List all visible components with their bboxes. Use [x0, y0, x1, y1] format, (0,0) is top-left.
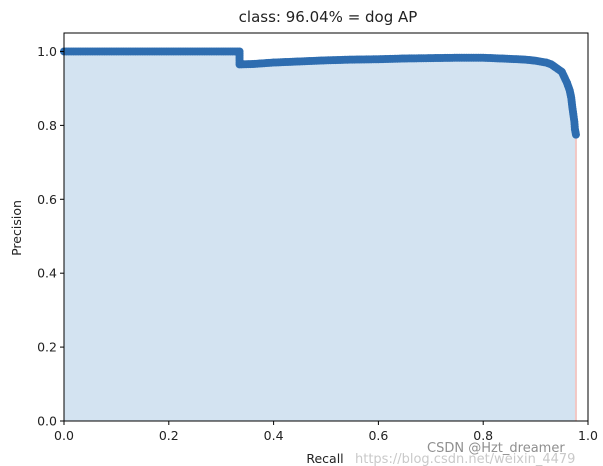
y-tick-label: 0.4: [37, 266, 57, 281]
pr-curve-marker: [571, 130, 580, 139]
plot-area: 0.0 0.2 0.4 0.6 0.8 1.0 0.0 0.2 0.4 0.6 0.8 1.0: [37, 32, 598, 443]
y-tick-label: 0.2: [37, 340, 57, 355]
x-tick-label: 1.0: [578, 428, 598, 443]
x-tick-label: 0.8: [473, 428, 493, 443]
y-tick-label: 0.6: [37, 192, 57, 207]
x-tick-label: 0.6: [368, 428, 388, 443]
y-tick-label: 1.0: [37, 44, 57, 59]
x-tick-label: 0.2: [159, 428, 179, 443]
x-tick-label: 0.0: [54, 428, 74, 443]
x-tick-label: 0.4: [264, 428, 284, 443]
axes-frame: [63, 32, 589, 422]
watermark-csdn: CSDN @Hzt_dreamer: [427, 441, 565, 456]
chart-title: class: 96.04% = dog AP: [239, 8, 418, 26]
x-axis-label: Recall: [306, 451, 343, 466]
y-tick-label: 0.0: [37, 414, 57, 429]
pr-area-fill: [64, 51, 576, 421]
y-axis-label: Precision: [9, 200, 24, 256]
y-tick-label: 0.8: [37, 118, 57, 133]
watermark-url: https://blog.csdn.net/weixin_4479: [355, 452, 575, 466]
